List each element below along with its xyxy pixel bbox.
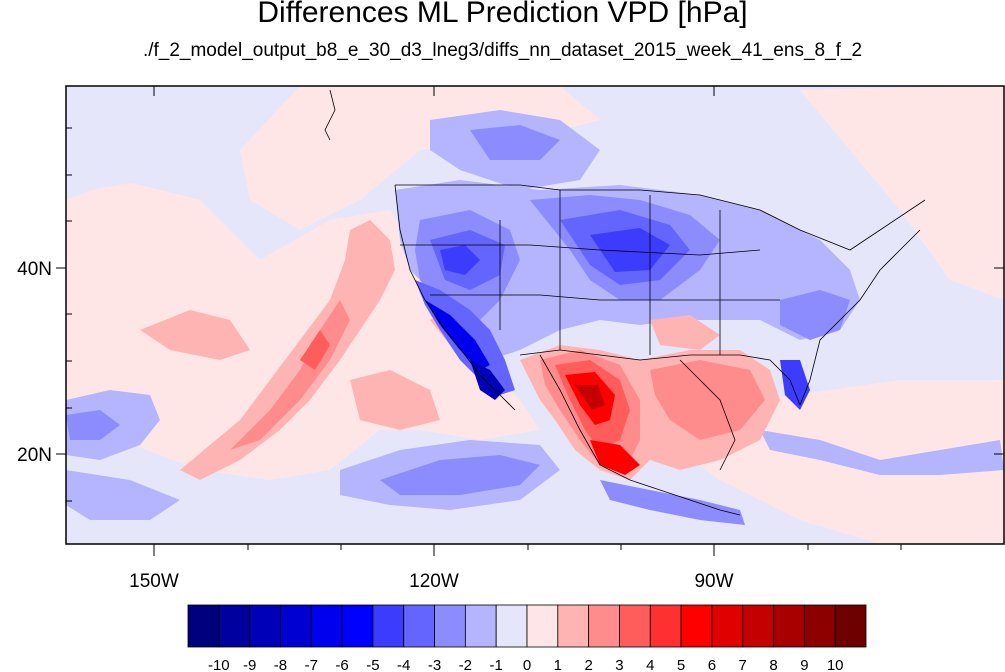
colorbar-swatch [773,604,805,648]
colorbar-swatch [588,604,620,648]
colorbar-label: 9 [800,657,808,672]
colorbar-label: 2 [584,657,592,672]
colorbar-label: 3 [615,657,623,672]
lon-label-150w: 150W [129,571,179,592]
colorbar-label: 5 [677,657,685,672]
colorbar-label: -7 [305,657,318,672]
colorbar-label: -8 [274,657,287,672]
colorbar-label: -2 [459,657,472,672]
colorbar-swatch [557,604,590,648]
colorbar-swatch [187,604,220,648]
lat-ticks [56,127,1004,502]
colorbar-swatch [249,604,281,648]
lat-label-20n: 20N [17,445,52,466]
map-subtitle: ./f_2_model_output_b8_e_30_d3_lneg3/diff… [142,40,863,61]
colorbar-swatch [310,604,343,648]
colorbar-swatch [526,604,559,648]
lat-label-40n: 40N [17,259,52,280]
colorbar-label: -10 [208,657,230,672]
colorbar-swatch [649,604,682,648]
colorbar-swatch [464,604,497,648]
colorbar-label: -3 [428,657,441,672]
lon-label-90w: 90W [694,571,733,592]
colorbar-swatch [742,604,774,648]
colorbar-swatch [495,604,528,648]
colorbar-label: 10 [827,657,844,672]
colorbar-label: -6 [335,657,348,672]
colorbar-swatch [803,604,836,648]
colorbar-swatch [341,604,374,648]
coastlines [324,89,926,516]
colorbar-label: 6 [708,657,716,672]
colorbar-swatch [680,604,713,648]
colorbar-swatch [372,604,405,648]
colorbar-swatch [834,604,867,648]
colorbar-swatch [280,604,312,648]
colorbar-label: 0 [523,657,531,672]
colorbar: -10 -9 -8 -7 -6 -5 -4 -3 -2 -1 0 1 2 3 4 5 6 7 8 9 10 [187,604,867,672]
map-title: Differences ML Prediction VPD [hPa] [257,0,748,29]
colorbar-swatch [403,604,435,648]
colorbar-label: -9 [243,657,256,672]
colorbar-swatch [711,604,744,648]
plot-frame [65,85,1005,545]
colorbar-swatch [218,604,251,648]
colorbar-label: 4 [646,657,654,672]
colorbar-label: 8 [769,657,777,672]
colorbar-label: 1 [554,657,562,672]
lon-ticks [153,86,902,556]
colorbar-label: -5 [366,657,379,672]
anomaly-field [66,86,1004,544]
colorbar-swatch [434,604,466,648]
colorbar-label: -1 [490,657,503,672]
colorbar-label: -4 [397,657,410,672]
colorbar-label: 7 [739,657,747,672]
lon-label-120w: 120W [409,571,459,592]
colorbar-swatch [619,604,651,648]
